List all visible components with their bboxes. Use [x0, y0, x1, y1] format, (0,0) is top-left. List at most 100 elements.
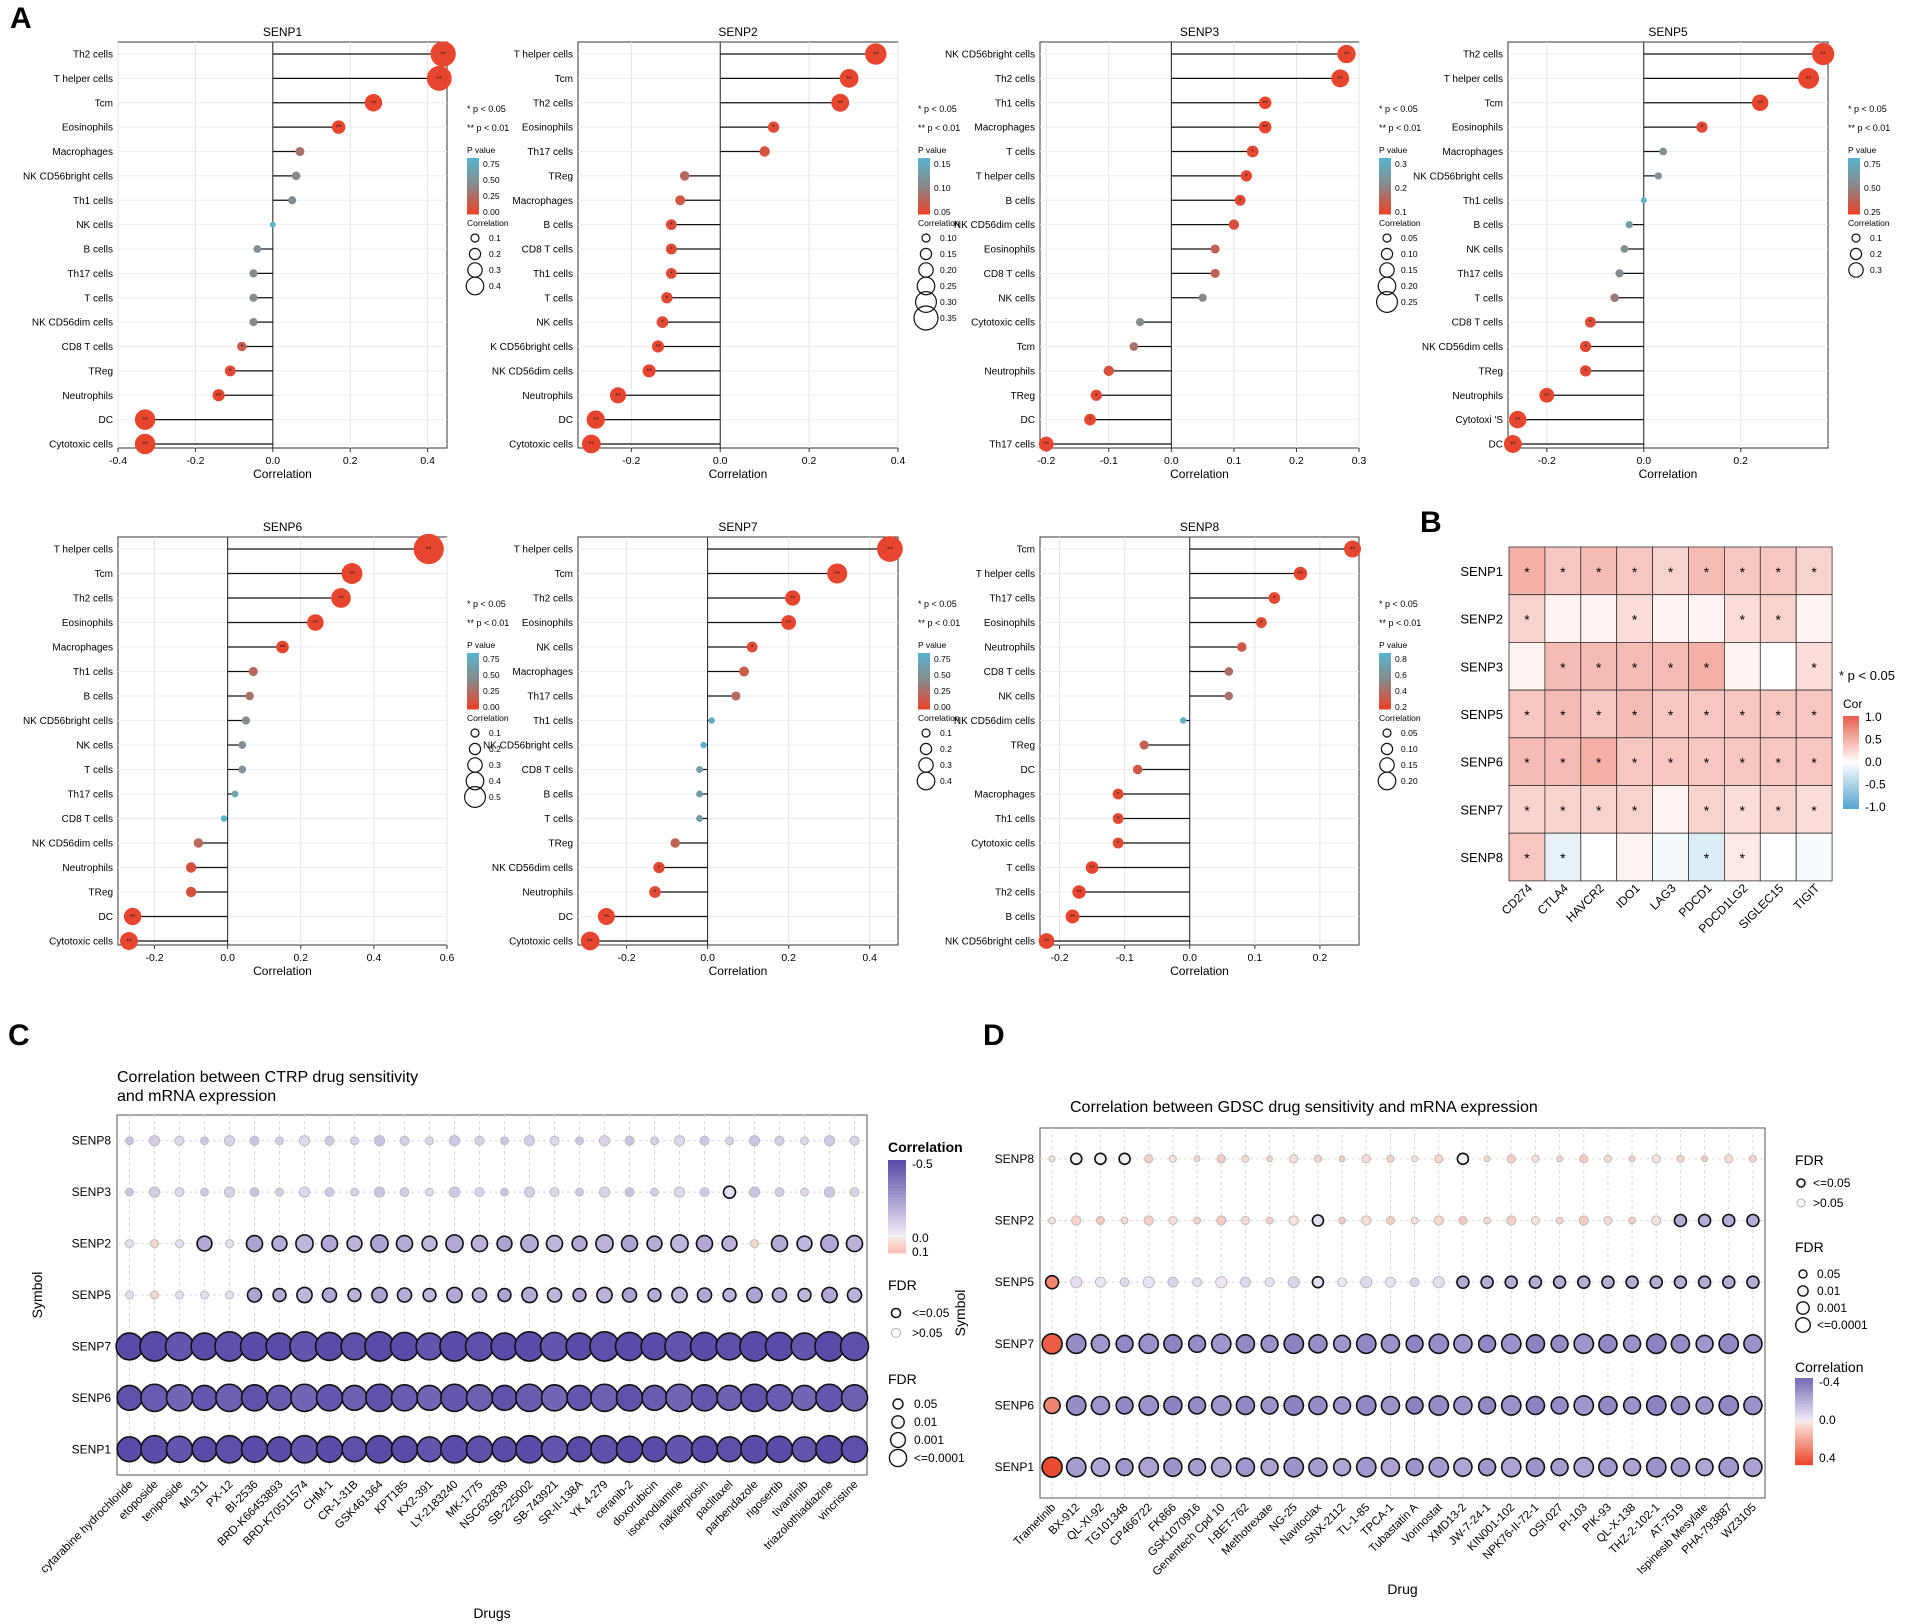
corr-gradient-cell — [888, 1200, 906, 1204]
significance-mark: ** — [846, 76, 852, 83]
matrix-dot — [696, 1287, 713, 1303]
x-tick-label: 0.0 — [220, 952, 235, 964]
corr-size-key — [1851, 233, 1861, 243]
lollipop-point — [1579, 340, 1592, 353]
pvalue-gradient-cell — [918, 163, 930, 168]
x-tick-label: -0.2 — [1050, 952, 1068, 964]
matrix-dot — [523, 1186, 536, 1198]
matrix-dot — [271, 1235, 288, 1252]
pvalue-gradient-cell — [467, 197, 479, 201]
heatmap-gradient-cell — [1843, 722, 1859, 726]
heatmap-star: * — [1560, 850, 1566, 866]
matrix-dot — [572, 1287, 587, 1303]
heatmap-star: * — [1632, 802, 1638, 818]
significance-mark: ** — [1515, 417, 1521, 424]
lollipop-point — [249, 318, 258, 327]
lollipop-point — [1129, 342, 1139, 351]
category-label: Cytotoxic cells — [509, 440, 573, 451]
lollipop-point — [224, 365, 236, 377]
heatmap-cell — [1508, 642, 1546, 691]
significance-mark: ** — [1089, 865, 1095, 872]
pvalue-gradient-cell — [1379, 694, 1391, 699]
corr-gradient-cell — [888, 1237, 906, 1241]
heatmap-row-label: SENP8 — [1460, 850, 1503, 865]
pvalue-tick: 0.05 — [934, 207, 951, 217]
x-axis-label: Correlation — [1170, 467, 1229, 481]
heatmap-cell — [1795, 689, 1833, 739]
significance-mark: * — [240, 344, 243, 351]
heatmap-gradient-cell — [1843, 743, 1859, 747]
heatmap-star: * — [1524, 707, 1530, 723]
matrix-dot — [1065, 1333, 1087, 1355]
corr-size-key — [1379, 757, 1395, 773]
heatmap-gradient-cell — [1843, 757, 1859, 761]
heatmap-star: * — [1632, 564, 1638, 580]
corr-gradient-cell — [1795, 1462, 1813, 1466]
pvalue-gradient-cell — [1379, 191, 1391, 195]
pvalue-gradient-cell — [918, 658, 930, 663]
corr-legend-title: Correlation — [467, 713, 509, 723]
p-legend-2: ** p < 0.01 — [467, 123, 509, 133]
matrix-dot — [148, 1135, 161, 1147]
pvalue-gradient-cell — [1379, 697, 1391, 702]
pvalue-gradient-cell — [918, 653, 930, 657]
significance-mark: ** — [1338, 76, 1344, 83]
corr-gradient-cell — [1795, 1435, 1813, 1440]
matrix-dot — [575, 1136, 584, 1146]
lollipop-point — [781, 615, 797, 630]
matrix-dot — [324, 1187, 335, 1198]
lollipop-point — [1112, 788, 1124, 800]
lollipop-point — [746, 641, 758, 653]
p-legend-2: ** p < 0.01 — [918, 618, 960, 628]
matrix-dot — [1649, 1275, 1664, 1289]
plot-frame — [1507, 41, 1829, 449]
category-label: Macrophages — [52, 147, 113, 158]
col-label: ML311 — [178, 1479, 211, 1512]
matrix-dot — [690, 1384, 719, 1412]
lollipop-point — [609, 387, 627, 404]
matrix-dot — [598, 1135, 611, 1147]
lollipop-point — [1258, 96, 1272, 110]
heatmap-star: * — [1560, 564, 1566, 580]
matrix-dot — [540, 1384, 569, 1412]
matrix-dot — [566, 1384, 593, 1412]
corr-size-key — [1849, 247, 1863, 261]
plot-frame — [1039, 536, 1360, 946]
pvalue-gradient-cell — [467, 208, 479, 212]
x-tick-label: -0.2 — [146, 952, 164, 964]
corr-gradient-cell — [888, 1194, 906, 1198]
matrix-dot — [425, 1187, 434, 1197]
matrix-dot — [821, 1286, 838, 1304]
pvalue-gradient-cell — [467, 194, 479, 198]
corr-size-key — [918, 262, 934, 278]
heatmap-gradient-cell — [1843, 748, 1859, 752]
lollipop-point — [1337, 44, 1356, 64]
matrix-dot — [1070, 1276, 1083, 1289]
pvalue-legend-title: P value — [1379, 145, 1407, 155]
lollipop-point — [1615, 269, 1624, 278]
heatmap-cell — [1508, 689, 1546, 739]
significance-mark: ** — [593, 417, 599, 424]
matrix-dot — [125, 1187, 134, 1197]
lollipop-point — [1224, 667, 1234, 676]
matrix-dot — [1645, 1333, 1667, 1355]
lollipop-point — [185, 862, 197, 873]
corr-legend-title: Correlation — [918, 218, 960, 228]
matrix-dot — [1670, 1334, 1691, 1354]
heatmap-col-label: HAVCR2 — [1563, 881, 1607, 925]
category-label: T cells — [544, 814, 573, 825]
matrix-dot — [839, 1331, 870, 1362]
significance-mark: ** — [1070, 914, 1076, 921]
category-label: CD8 T cells — [62, 342, 113, 353]
pvalue-gradient-cell — [918, 177, 930, 182]
matrix-dot — [1411, 1155, 1418, 1163]
matrix-dot — [771, 1287, 788, 1303]
x-tick-label: 0.0 — [266, 455, 281, 467]
heatmap-star: * — [1704, 659, 1710, 675]
heatmap-cell — [1544, 689, 1582, 739]
pvalue-gradient-cell — [1848, 169, 1860, 173]
matrix-dot — [595, 1234, 614, 1253]
corr-gradient-cell — [888, 1246, 906, 1251]
heatmap-gradient-cell — [1843, 796, 1859, 800]
significance-mark: ** — [790, 596, 796, 603]
